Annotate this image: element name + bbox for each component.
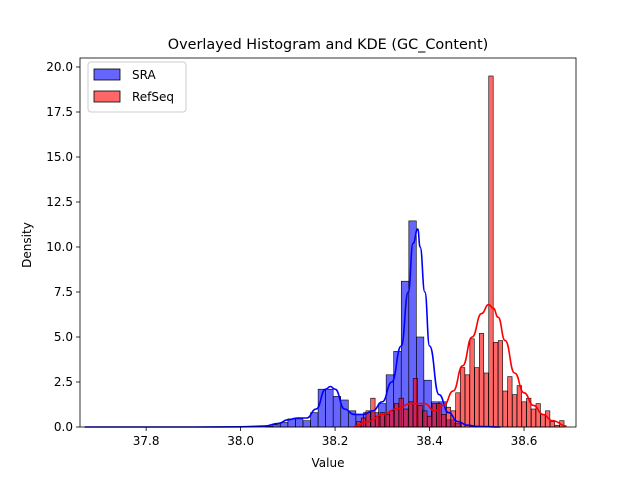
refseq-bar-16: [431, 403, 437, 428]
refseq-bar-35: [521, 401, 527, 428]
refseq-bar-28: [488, 75, 494, 428]
refseq-bar-12: [412, 378, 418, 428]
refseq-bar-10: [403, 408, 409, 428]
refseq-bar-22: [460, 367, 466, 428]
refseq-kde-line: [353, 303, 567, 427]
refseq-bar-32: [507, 376, 513, 428]
sra-bar-6: [310, 412, 319, 428]
y-tick-label: 10.0: [46, 240, 73, 254]
x-tick-label: 38.2: [322, 434, 349, 448]
refseq-bar-33: [512, 394, 518, 428]
legend-label-sra: SRA: [132, 68, 156, 82]
legend-swatch-sra: [93, 68, 121, 81]
refseq-bar-15: [427, 415, 433, 428]
x-tick-label: 37.8: [133, 434, 160, 448]
legend-label-refseq: RefSeq: [132, 90, 174, 104]
refseq-bar-3: [370, 397, 376, 428]
refseq-bar-6: [384, 414, 390, 428]
y-axis-label: Density: [20, 222, 34, 268]
y-tick-label: 0.0: [54, 420, 73, 434]
axes: 37.8 38.0 38.2 38.4 38.6 0.0 2.5 5.0 7.5 10.0 12.5…: [46, 57, 577, 448]
x-tick-label: 38.4: [416, 434, 443, 448]
refseq-bar-26: [479, 333, 485, 428]
axes-frame: [79, 57, 577, 428]
x-tick-label: 38.6: [511, 434, 538, 448]
y-tick-label: 5.0: [54, 330, 73, 344]
y-tick-label: 7.5: [54, 285, 73, 299]
legend: SRA RefSeq: [87, 61, 187, 113]
refseq-bar-14: [422, 410, 428, 428]
refseq-bar-25: [474, 367, 480, 428]
y-tick-label: 15.0: [46, 150, 73, 164]
refseq-bar-29: [493, 342, 499, 428]
y-tick-label: 12.5: [46, 195, 73, 209]
refseq-bar-24: [469, 338, 475, 428]
sra-bar-5: [302, 420, 311, 428]
y-tick-label: 17.5: [46, 105, 73, 119]
x-axis-label: Value: [312, 456, 345, 470]
y-tick-label: 20.0: [46, 60, 73, 74]
refseq-bar-9: [398, 397, 404, 428]
refseq-bar-31: [502, 390, 508, 428]
refseq-bar-34: [516, 385, 522, 428]
sra-kde-line: [84, 228, 501, 428]
refseq-bar-39: [540, 414, 546, 428]
refseq-bar-13: [417, 405, 423, 428]
refseq-bar-19: [445, 406, 451, 428]
y-tick-label: 2.5: [54, 375, 73, 389]
refseq-bar-23: [464, 374, 470, 428]
sra-bar-4: [295, 418, 304, 428]
refseq-bar-30: [497, 340, 503, 428]
refseq-bar-11: [408, 401, 414, 428]
legend-swatch-refseq: [93, 90, 121, 103]
refseq-bar-18: [441, 414, 447, 428]
sra-bar-8: [325, 388, 334, 428]
refseq-bar-27: [483, 372, 489, 428]
refseq-bar-37: [530, 408, 537, 428]
x-tick-label: 38.0: [227, 434, 254, 448]
chart-title: Overlayed Histogram and KDE (GC_Content): [168, 37, 488, 53]
refseq-bar-8: [393, 403, 400, 428]
refseq-bar-41: [549, 421, 555, 428]
refseq-bar-7: [389, 410, 395, 428]
